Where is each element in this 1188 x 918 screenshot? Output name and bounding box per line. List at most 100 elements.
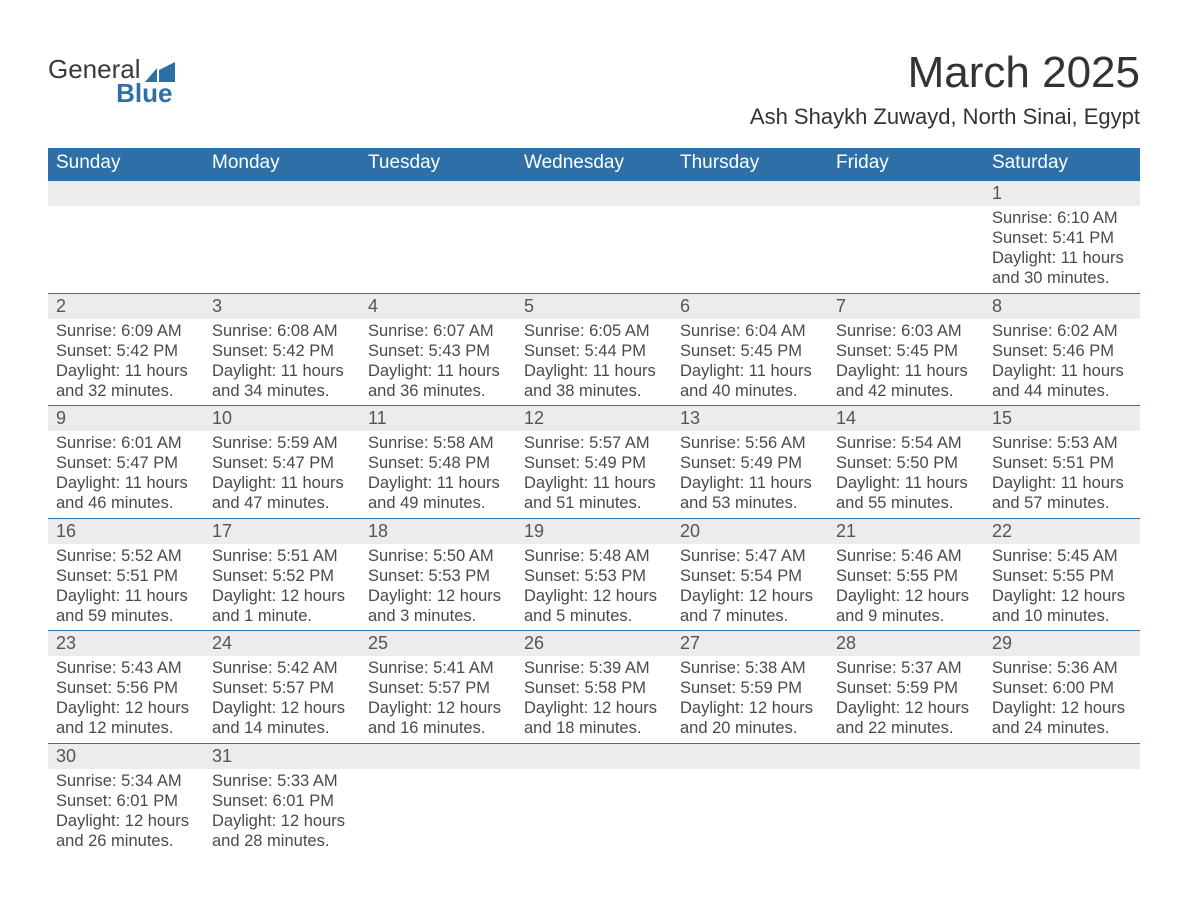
sunset-line: Sunset: 5:57 PM (368, 678, 508, 698)
day-cell: 17Sunrise: 5:51 AMSunset: 5:52 PMDayligh… (204, 518, 360, 631)
sunrise-line: Sunrise: 6:08 AM (212, 321, 352, 341)
day-cell: 19Sunrise: 5:48 AMSunset: 5:53 PMDayligh… (516, 518, 672, 631)
day-number: 12 (516, 405, 672, 431)
day-cell: 3Sunrise: 6:08 AMSunset: 5:42 PMDaylight… (204, 293, 360, 406)
sunset-line: Sunset: 6:00 PM (992, 678, 1132, 698)
sunrise-line: Sunrise: 5:38 AM (680, 658, 820, 678)
day-number: 28 (828, 630, 984, 656)
day-cell: 4Sunrise: 6:07 AMSunset: 5:43 PMDaylight… (360, 293, 516, 406)
day-cell: 15Sunrise: 5:53 AMSunset: 5:51 PMDayligh… (984, 405, 1140, 518)
day-cell (672, 743, 828, 856)
day-number: 25 (360, 630, 516, 656)
day-cell (828, 743, 984, 856)
daylight-line: Daylight: 11 hours and 46 minutes. (56, 473, 196, 513)
sunrise-line: Sunrise: 5:57 AM (524, 433, 664, 453)
day-cell (48, 180, 204, 293)
day-details: Sunrise: 6:08 AMSunset: 5:42 PMDaylight:… (204, 319, 360, 406)
day-details (48, 206, 204, 284)
day-details: Sunrise: 5:52 AMSunset: 5:51 PMDaylight:… (48, 544, 204, 631)
sunset-line: Sunset: 5:49 PM (680, 453, 820, 473)
day-details (672, 769, 828, 847)
day-number: 10 (204, 405, 360, 431)
daylight-line: Daylight: 11 hours and 36 minutes. (368, 361, 508, 401)
day-cell (360, 180, 516, 293)
weekday-header: Thursday (672, 148, 828, 180)
day-cell: 1Sunrise: 6:10 AMSunset: 5:41 PMDaylight… (984, 180, 1140, 293)
sunrise-line: Sunrise: 6:10 AM (992, 208, 1132, 228)
sunrise-line: Sunrise: 5:51 AM (212, 546, 352, 566)
day-cell: 10Sunrise: 5:59 AMSunset: 5:47 PMDayligh… (204, 405, 360, 518)
day-number: 2 (48, 293, 204, 319)
sunrise-line: Sunrise: 5:39 AM (524, 658, 664, 678)
day-details (828, 206, 984, 284)
sunrise-line: Sunrise: 5:52 AM (56, 546, 196, 566)
day-details: Sunrise: 5:57 AMSunset: 5:49 PMDaylight:… (516, 431, 672, 518)
week-row: 2Sunrise: 6:09 AM Sunset: 5:42 PM Daylight… (48, 293, 1140, 406)
daylight-line: Daylight: 12 hours and 20 minutes. (680, 698, 820, 738)
sunset-line: Sunset: 5:53 PM (524, 566, 664, 586)
day-cell: 23Sunrise: 5:43 AMSunset: 5:56 PMDayligh… (48, 630, 204, 743)
sunrise-line: Sunrise: 6:05 AM (524, 321, 664, 341)
day-details: Sunrise: 5:54 AMSunset: 5:50 PMDaylight:… (828, 431, 984, 518)
daylight-line: Daylight: 12 hours and 24 minutes. (992, 698, 1132, 738)
day-number (828, 743, 984, 769)
weekday-header: Tuesday (360, 148, 516, 180)
day-cell (516, 743, 672, 856)
sunrise-line: Sunrise: 5:36 AM (992, 658, 1132, 678)
day-details: Sunrise: 5:58 AMSunset: 5:48 PMDaylight:… (360, 431, 516, 518)
day-cell: 27Sunrise: 5:38 AMSunset: 5:59 PMDayligh… (672, 630, 828, 743)
sunset-line: Sunset: 5:41 PM (992, 228, 1132, 248)
day-details: Sunrise: 5:47 AMSunset: 5:54 PMDaylight:… (672, 544, 828, 631)
sunset-line: Sunset: 6:01 PM (56, 791, 196, 811)
sunset-line: Sunset: 5:51 PM (992, 453, 1132, 473)
weekday-header: Wednesday (516, 148, 672, 180)
day-cell (984, 743, 1140, 856)
sunrise-line: Sunrise: 5:42 AM (212, 658, 352, 678)
daylight-line: Daylight: 11 hours and 49 minutes. (368, 473, 508, 513)
day-details: Sunrise: 6:05 AMSunset: 5:44 PMDaylight:… (516, 319, 672, 406)
sunset-line: Sunset: 5:55 PM (836, 566, 976, 586)
sunrise-line: Sunrise: 5:54 AM (836, 433, 976, 453)
day-cell: 20Sunrise: 5:47 AMSunset: 5:54 PMDayligh… (672, 518, 828, 631)
day-cell (516, 180, 672, 293)
weekday-header: Monday (204, 148, 360, 180)
day-cell: 22Sunrise: 5:45 AMSunset: 5:55 PMDayligh… (984, 518, 1140, 631)
sunset-line: Sunset: 5:42 PM (212, 341, 352, 361)
sunset-line: Sunset: 5:49 PM (524, 453, 664, 473)
day-number: 14 (828, 405, 984, 431)
sunset-line: Sunset: 5:50 PM (836, 453, 976, 473)
day-cell: 12Sunrise: 5:57 AMSunset: 5:49 PMDayligh… (516, 405, 672, 518)
daylight-line: Daylight: 12 hours and 5 minutes. (524, 586, 664, 626)
sunrise-line: Sunrise: 5:47 AM (680, 546, 820, 566)
daylight-line: Daylight: 11 hours and 40 minutes. (680, 361, 820, 401)
day-number: 4 (360, 293, 516, 319)
day-cell: 9Sunrise: 6:01 AMSunset: 5:47 PMDaylight… (48, 405, 204, 518)
sunset-line: Sunset: 5:54 PM (680, 566, 820, 586)
sunrise-line: Sunrise: 6:02 AM (992, 321, 1132, 341)
day-details: Sunrise: 5:56 AMSunset: 5:49 PMDaylight:… (672, 431, 828, 518)
month-title: March 2025 (750, 48, 1140, 98)
daylight-line: Daylight: 12 hours and 3 minutes. (368, 586, 508, 626)
day-details: Sunrise: 5:42 AMSunset: 5:57 PMDaylight:… (204, 656, 360, 743)
day-cell: 16Sunrise: 5:52 AMSunset: 5:51 PMDayligh… (48, 518, 204, 631)
sunrise-line: Sunrise: 6:07 AM (368, 321, 508, 341)
day-number: 11 (360, 405, 516, 431)
sunrise-line: Sunrise: 6:03 AM (836, 321, 976, 341)
daylight-line: Daylight: 12 hours and 16 minutes. (368, 698, 508, 738)
sunrise-line: Sunrise: 5:33 AM (212, 771, 352, 791)
sunrise-line: Sunrise: 5:46 AM (836, 546, 976, 566)
day-cell: 26Sunrise: 5:39 AMSunset: 5:58 PMDayligh… (516, 630, 672, 743)
day-number: 1 (984, 180, 1140, 206)
sunset-line: Sunset: 6:01 PM (212, 791, 352, 811)
day-details (516, 769, 672, 847)
sunset-line: Sunset: 5:56 PM (56, 678, 196, 698)
sunrise-line: Sunrise: 6:09 AM (56, 321, 196, 341)
sunset-line: Sunset: 5:52 PM (212, 566, 352, 586)
sunset-line: Sunset: 5:45 PM (680, 341, 820, 361)
day-number: 13 (672, 405, 828, 431)
day-details: Sunrise: 6:04 AMSunset: 5:45 PMDaylight:… (672, 319, 828, 406)
day-cell: 18Sunrise: 5:50 AMSunset: 5:53 PMDayligh… (360, 518, 516, 631)
weekday-header: Saturday (984, 148, 1140, 180)
day-cell: 8Sunrise: 6:02 AMSunset: 5:46 PMDaylight… (984, 293, 1140, 406)
daylight-line: Daylight: 12 hours and 14 minutes. (212, 698, 352, 738)
